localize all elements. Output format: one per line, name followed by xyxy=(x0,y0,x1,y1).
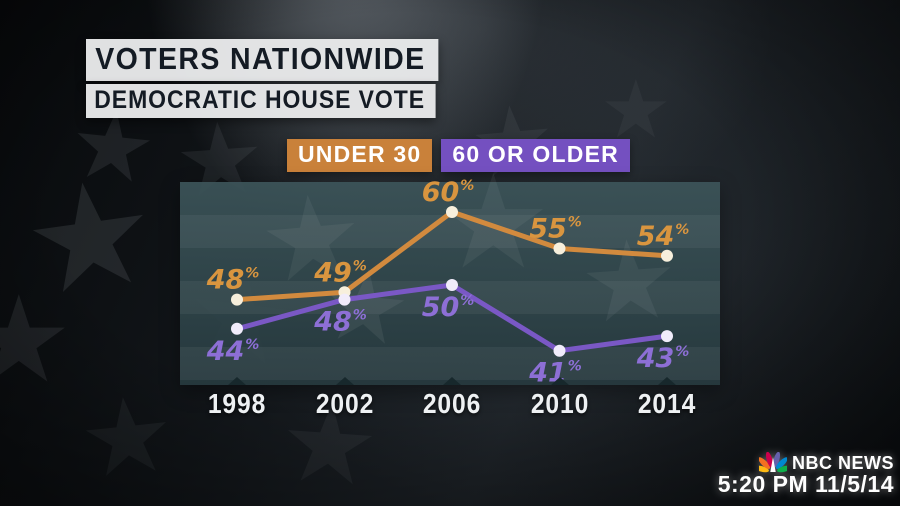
data-label-under-30-2014: 54% xyxy=(637,221,690,252)
point-60-or-older-2010 xyxy=(553,344,566,357)
axis-tick-2006 xyxy=(443,377,461,385)
page-subtitle: DEMOCRATIC HOUSE VOTE xyxy=(86,84,437,118)
data-label-under-30-2002: 49% xyxy=(313,257,367,288)
flag-star-icon xyxy=(75,380,180,494)
point-under-30-1998 xyxy=(231,293,243,306)
data-label-60-or-older-2014: 43% xyxy=(636,343,690,374)
flag-star-icon xyxy=(600,70,672,150)
data-label-60-or-older-2006: 50% xyxy=(422,292,475,323)
x-axis-label-2002: 2002 xyxy=(315,388,374,419)
axis-tick-2002 xyxy=(335,377,354,385)
x-axis-label-2006: 2006 xyxy=(422,388,482,419)
data-label-60-or-older-1998: 44% xyxy=(206,336,260,367)
footer: NBC NEWS 5:20 PM 11/5/14 xyxy=(718,452,894,498)
data-label-60-or-older-2002: 48% xyxy=(313,307,367,338)
timestamp: 5:20 PM 11/5/14 xyxy=(717,471,894,497)
point-under-30-2014 xyxy=(661,249,673,262)
point-under-30-2006 xyxy=(446,206,458,218)
chart-panel: 48%49%60%55%54%44%48%50%41%43% xyxy=(180,177,720,389)
axis-tick-1998 xyxy=(228,377,246,385)
network-row: NBC NEWS xyxy=(718,452,894,474)
data-label-under-30-2010: 55% xyxy=(529,214,582,245)
nbc-peacock-icon xyxy=(759,452,787,473)
axis-tick-2010 xyxy=(550,377,569,385)
page-title: VOTERS NATIONWIDE xyxy=(86,39,439,81)
network-name: NBC NEWS xyxy=(792,452,894,473)
point-60-or-older-2002 xyxy=(338,293,351,306)
point-60-or-older-1998 xyxy=(231,322,243,335)
data-label-under-30-1998: 48% xyxy=(206,265,260,296)
point-60-or-older-2014 xyxy=(661,330,673,343)
flag-star-icon xyxy=(0,280,73,400)
x-axis-label-2014: 2014 xyxy=(637,388,697,419)
axis-tick-2014 xyxy=(658,377,676,385)
data-label-under-30-2006: 60% xyxy=(422,177,475,208)
x-axis-label-2010: 2010 xyxy=(530,388,589,419)
x-axis-label-1998: 1998 xyxy=(207,388,267,419)
point-under-30-2010 xyxy=(553,242,566,255)
point-60-or-older-2006 xyxy=(446,279,458,291)
line-chart: 48% 49%60%55% 54%44%48% 50%41% 43% xyxy=(206,177,690,389)
legend-chip-under-30: UNDER 30 xyxy=(287,139,433,172)
